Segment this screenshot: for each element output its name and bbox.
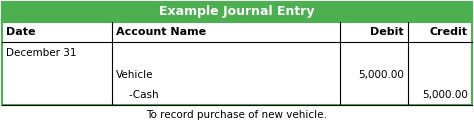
Text: Credit: Credit (430, 27, 468, 37)
Bar (2, 22, 472, 42)
Text: -Cash: -Cash (116, 90, 159, 100)
Bar (2, 105, 472, 124)
Bar (2, 65, 472, 85)
Text: December 31: December 31 (6, 49, 76, 58)
Text: 5,000.00: 5,000.00 (358, 70, 404, 80)
Text: To record purchase of new vehicle.: To record purchase of new vehicle. (146, 109, 328, 119)
Text: Example Journal Entry: Example Journal Entry (159, 6, 315, 19)
Bar (2, 2, 472, 22)
Text: Vehicle: Vehicle (116, 70, 154, 80)
Bar (2, 2, 472, 105)
Bar (2, 85, 472, 105)
Text: 5,000.00: 5,000.00 (422, 90, 468, 100)
Text: Debit: Debit (370, 27, 404, 37)
Bar (2, 42, 472, 65)
Text: Date: Date (6, 27, 36, 37)
Text: Account Name: Account Name (116, 27, 206, 37)
